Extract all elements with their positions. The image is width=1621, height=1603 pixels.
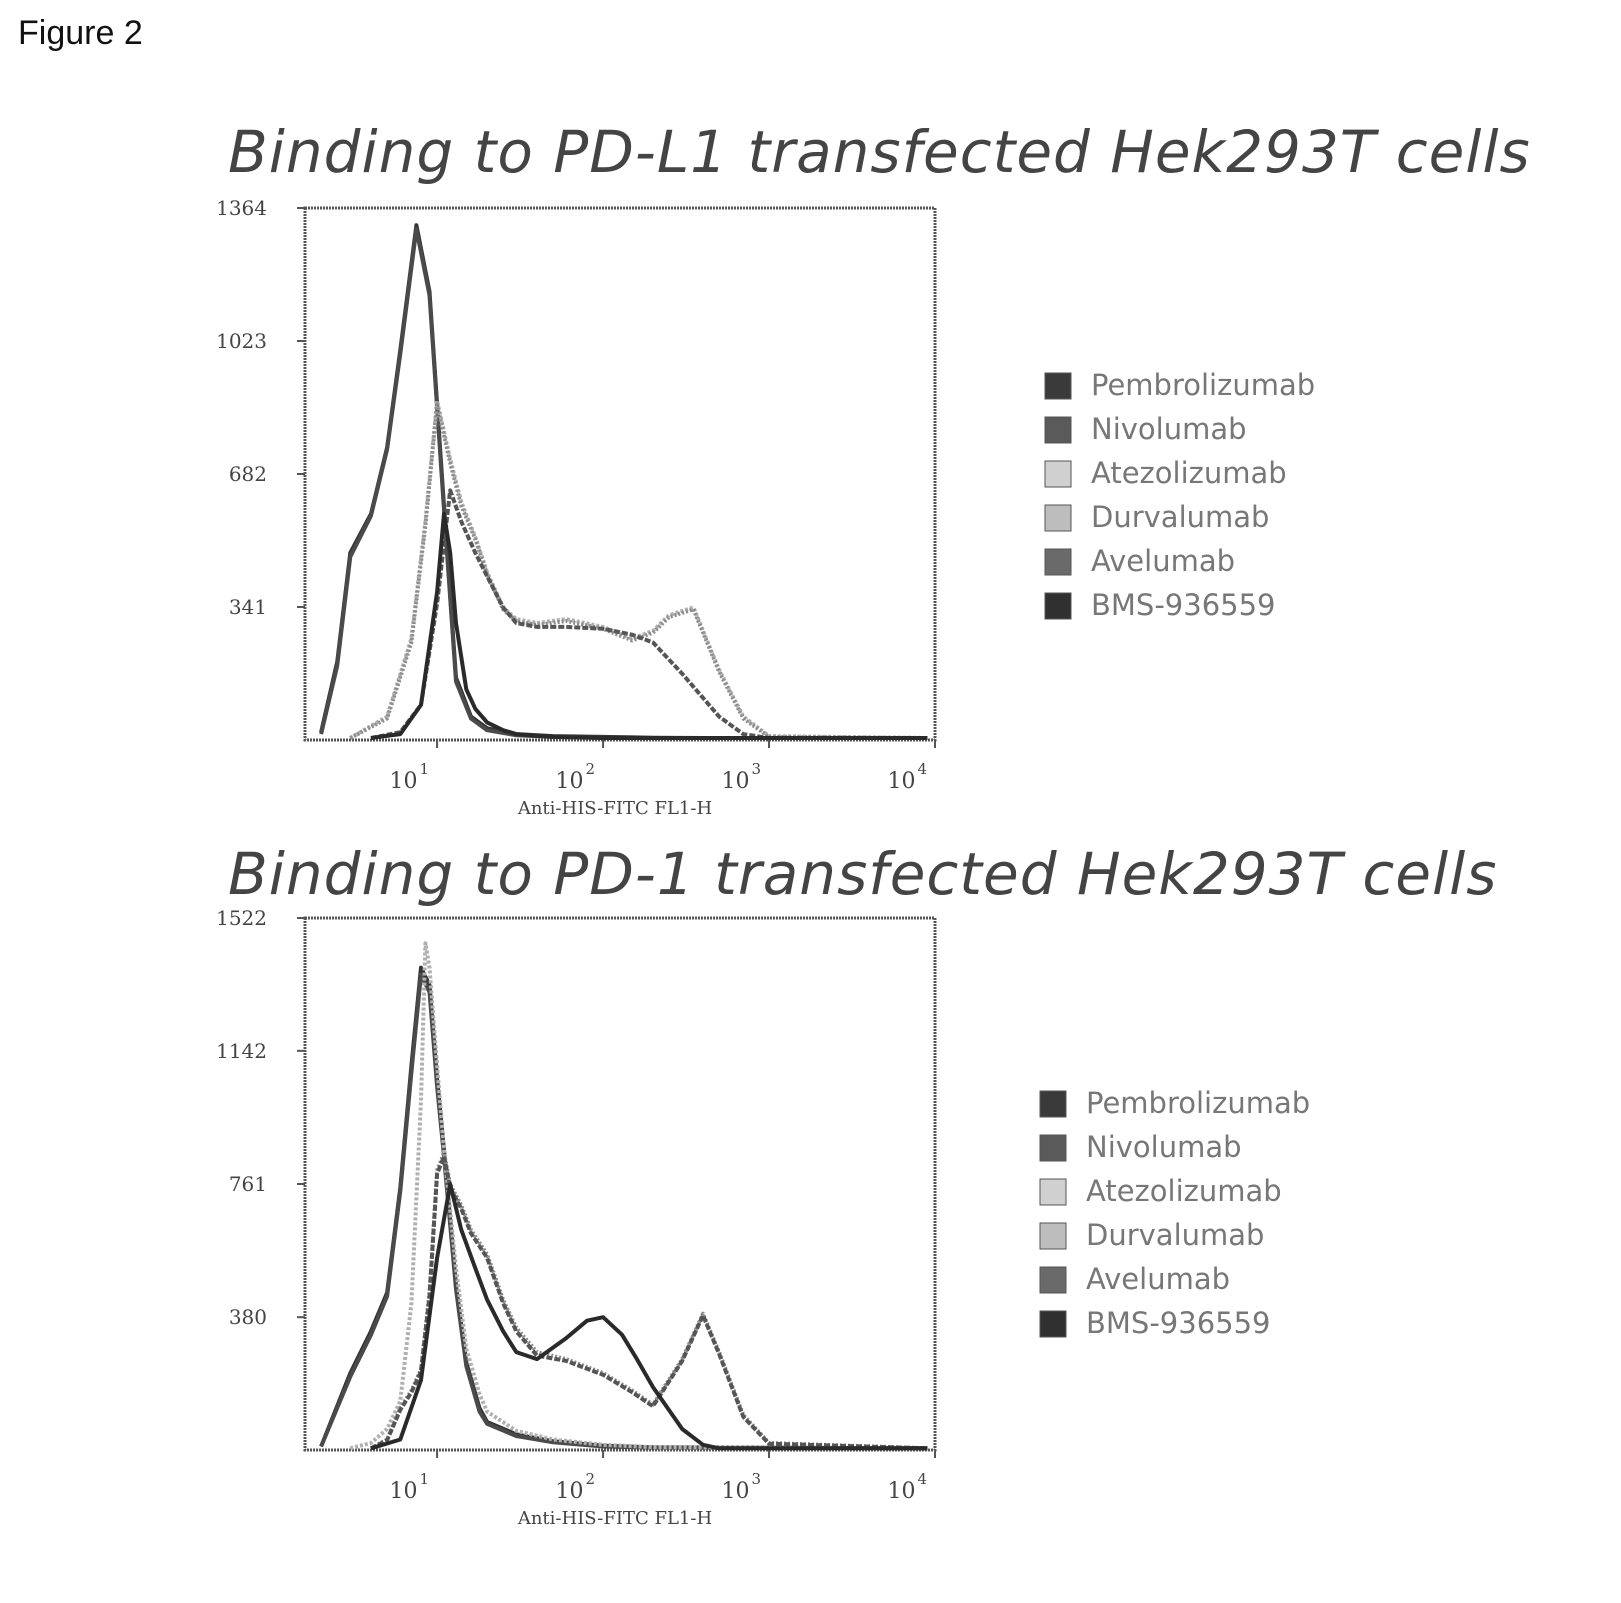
series-line-bms-936559 (370, 511, 928, 740)
legend-swatch (1044, 372, 1072, 400)
series-line-durvalumab (349, 402, 928, 740)
series-line-bms-936559 (370, 1182, 928, 1451)
legend-swatch (1044, 460, 1072, 488)
chart-title-pd-l1: Binding to PD-L1 transfected Hek293T cel… (228, 118, 1531, 186)
legend-swatch (1039, 1222, 1067, 1250)
legend-swatch (1039, 1134, 1067, 1162)
legend-label: Avelumab (1086, 1262, 1230, 1296)
series-line-pembrolizumab (319, 965, 928, 1451)
legend-label: Pembrolizumab (1091, 368, 1315, 402)
legend-swatch (1039, 1266, 1067, 1294)
series-line-nivolumab (319, 972, 928, 1451)
y-tick-label: 682 (229, 462, 267, 486)
legend-swatch (1044, 416, 1072, 444)
legend-label: Nivolumab (1091, 412, 1247, 446)
x-tick-label: 10 2 (556, 1470, 596, 1504)
series-line-atezolizumab (349, 398, 928, 740)
legend-label: BMS-936559 (1091, 588, 1276, 622)
chart-title-pd-1: Binding to PD-1 transfected Hek293T cell… (228, 840, 1498, 908)
x-tick-label: 10 1 (390, 1470, 430, 1504)
x-axis-label: Anti-HIS-FITC FL1-H (517, 1508, 712, 1529)
legend-label: BMS-936559 (1086, 1306, 1271, 1340)
legend-label: Durvalumab (1091, 500, 1269, 534)
legend-label: Pembrolizumab (1086, 1086, 1310, 1120)
legend-swatch (1044, 504, 1072, 532)
y-tick-label: 761 (229, 1172, 267, 1196)
y-tick-label: 380 (229, 1305, 267, 1329)
x-tick-label: 10 3 (721, 1470, 761, 1504)
y-tick-label: 1023 (216, 329, 267, 353)
legend-swatch (1039, 1310, 1067, 1338)
legend-label: Durvalumab (1086, 1218, 1264, 1252)
x-axis-label: Anti-HIS-FITC FL1-H (517, 798, 712, 819)
y-tick-label: 1142 (216, 1039, 267, 1063)
legend-label: Nivolumab (1086, 1130, 1242, 1164)
y-tick-label: 1522 (216, 906, 267, 930)
y-tick-label: 1364 (216, 196, 267, 220)
legend-label: Avelumab (1091, 544, 1235, 578)
legend-swatch (1039, 1090, 1067, 1118)
x-tick-label: 10 4 (887, 1470, 927, 1504)
series-line-atezolizumab (349, 941, 928, 1451)
y-tick-label: 341 (229, 595, 267, 619)
legend-label: Atezolizumab (1086, 1174, 1282, 1208)
figure-label: Figure 2 (18, 14, 143, 52)
legend-label: Atezolizumab (1091, 456, 1287, 490)
legend-swatch (1044, 592, 1072, 620)
legend-swatch (1039, 1178, 1067, 1206)
legend-swatch (1044, 548, 1072, 576)
